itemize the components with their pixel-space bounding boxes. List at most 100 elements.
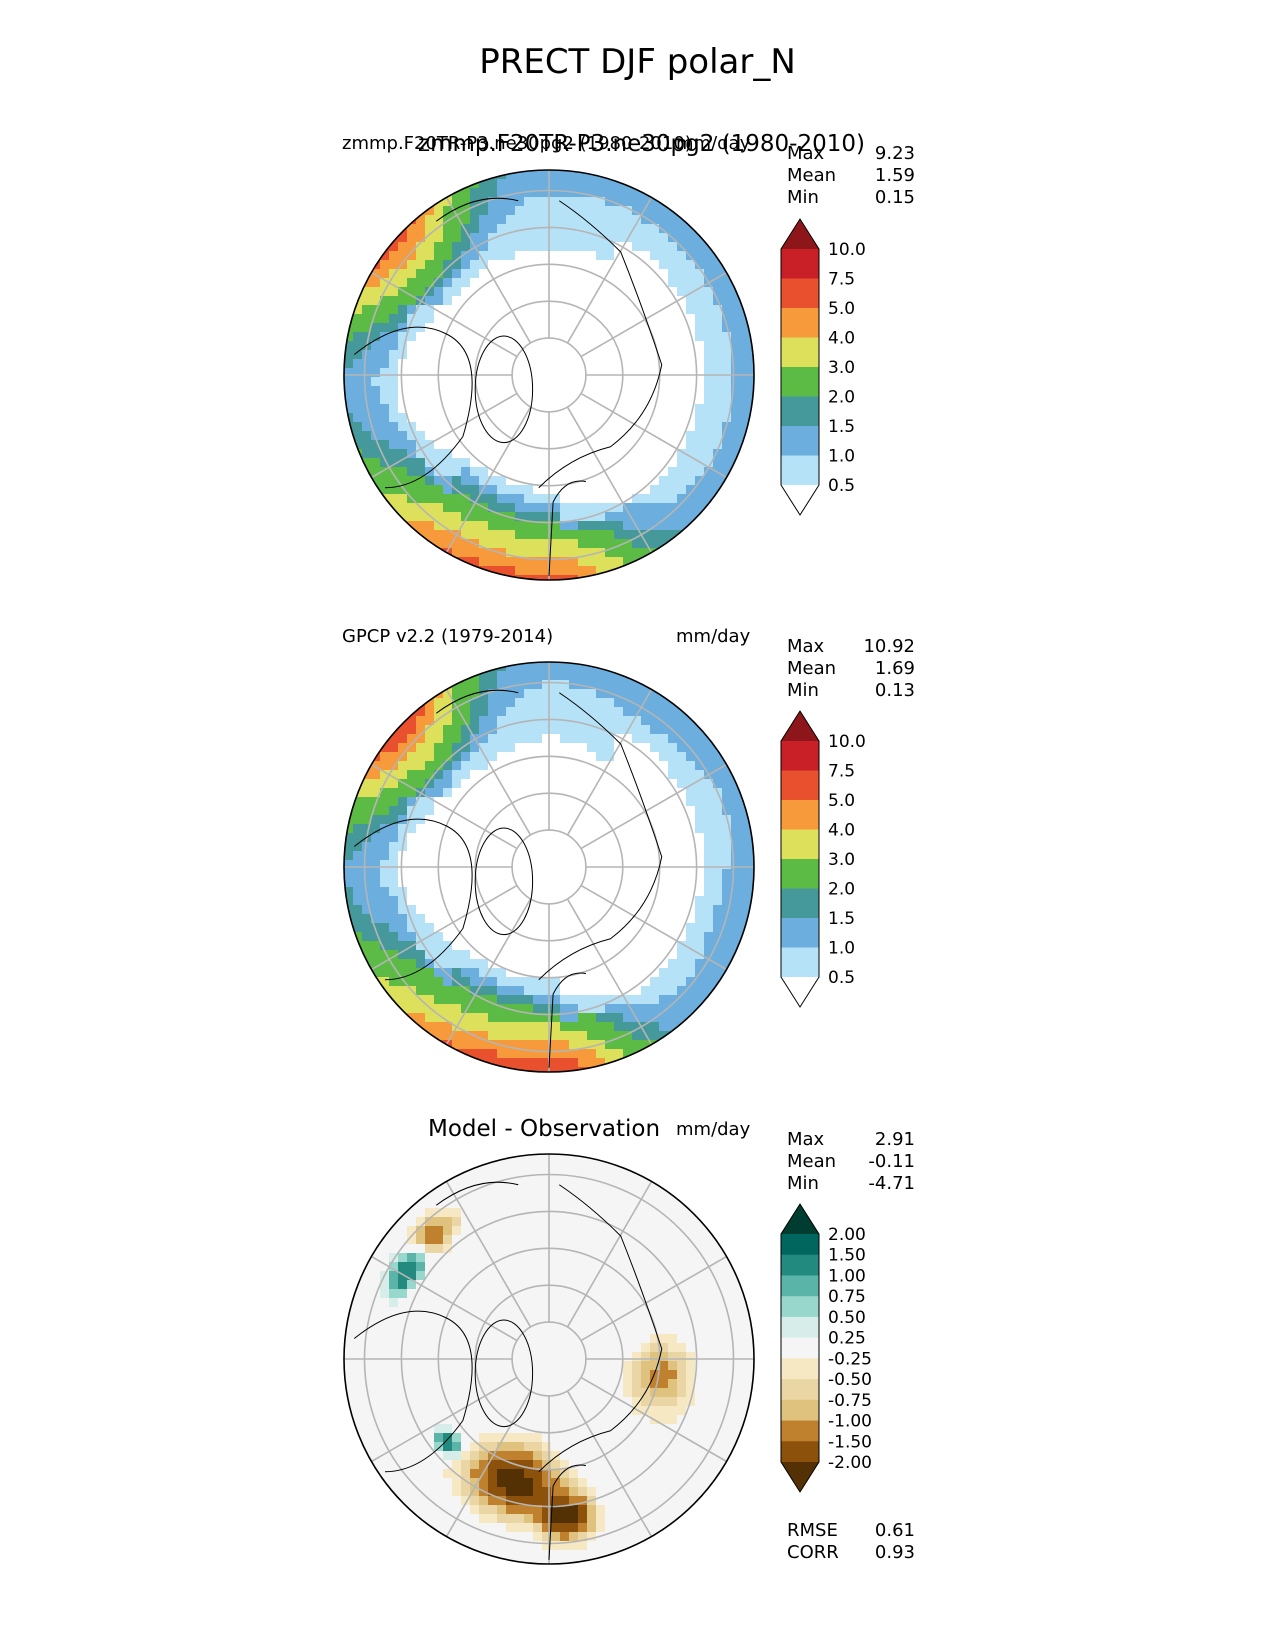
- field-cell: [551, 548, 561, 558]
- field-cell: [587, 1049, 597, 1059]
- field-cell: [740, 359, 750, 369]
- field-cell: [632, 959, 642, 969]
- field-cell: [434, 1442, 444, 1452]
- field-cell: [623, 1361, 633, 1371]
- field-cell: [668, 368, 678, 378]
- field-cell: [389, 1280, 399, 1290]
- field-cell: [614, 485, 624, 495]
- field-cell: [578, 1271, 588, 1281]
- field-cell: [524, 1031, 534, 1041]
- field-cell: [623, 1049, 633, 1059]
- field-cell: [398, 1325, 408, 1335]
- field-cell: [488, 806, 498, 816]
- field-cell: [650, 869, 660, 879]
- field-cell: [515, 779, 525, 789]
- field-cell: [533, 1289, 543, 1299]
- field-cell: [551, 833, 561, 843]
- field-cell: [551, 350, 561, 360]
- field-cell: [668, 530, 678, 540]
- field-cell: [632, 503, 642, 513]
- field-cell: [524, 188, 534, 198]
- field-cell: [452, 341, 462, 351]
- field-cell: [389, 359, 399, 369]
- field-cell: [443, 1289, 453, 1299]
- field-cell: [578, 269, 588, 279]
- coastline-eurasia: [538, 200, 663, 489]
- field-cell: [587, 905, 597, 915]
- field-cell: [722, 413, 732, 423]
- field-cell: [632, 986, 642, 996]
- field-cell: [623, 1022, 633, 1032]
- field-cell: [713, 806, 723, 816]
- field-cell: [587, 440, 597, 450]
- field-cell: [677, 476, 687, 486]
- field-cell: [362, 896, 372, 906]
- field-cell: [623, 395, 633, 405]
- field-cell: [524, 1253, 534, 1263]
- field-cell: [596, 752, 606, 762]
- field-cell: [713, 305, 723, 315]
- field-cell: [371, 1433, 381, 1443]
- field-cell: [443, 431, 453, 441]
- field-cell: [407, 887, 417, 897]
- field-cell: [524, 422, 534, 432]
- field-cell: [668, 1433, 678, 1443]
- field-cell: [713, 860, 723, 870]
- field-cell: [650, 1199, 660, 1209]
- field-cell: [650, 206, 660, 216]
- field-cell: [695, 1343, 705, 1353]
- field-cell: [677, 851, 687, 861]
- field-cell: [569, 1058, 579, 1068]
- field-cell: [425, 1262, 435, 1272]
- field-cell: [398, 743, 408, 753]
- field-cell: [452, 806, 462, 816]
- field-cell: [443, 1298, 453, 1308]
- field-cell: [452, 1235, 462, 1245]
- field-cell: [416, 251, 426, 261]
- field-cell: [380, 743, 390, 753]
- field-cell: [443, 698, 453, 708]
- field-cell: [497, 368, 507, 378]
- field-cell: [470, 680, 480, 690]
- field-cell: [632, 512, 642, 522]
- field-cell: [506, 242, 516, 252]
- field-cell: [650, 1226, 660, 1236]
- field-cell: [686, 788, 696, 798]
- field-cell: [578, 233, 588, 243]
- field-cell: [542, 941, 552, 951]
- field-cell: [614, 986, 624, 996]
- field-cell: [470, 761, 480, 771]
- field-cell: [713, 1289, 723, 1299]
- field-cell: [524, 269, 534, 279]
- field-cell: [515, 1460, 525, 1470]
- field-cell: [650, 1271, 660, 1281]
- field-cell: [695, 287, 705, 297]
- field-cell: [641, 206, 651, 216]
- field-cell: [362, 1307, 372, 1317]
- field-cell: [614, 494, 624, 504]
- field-cell: [686, 1208, 696, 1218]
- field-cell: [389, 278, 399, 288]
- field-cell: [398, 977, 408, 987]
- field-cell: [461, 1379, 471, 1389]
- field-cell: [524, 878, 534, 888]
- coastline-alaska: [435, 689, 519, 714]
- field-cell: [551, 503, 561, 513]
- field-cell: [497, 1163, 507, 1173]
- field-cell: [569, 278, 579, 288]
- field-cell: [659, 977, 669, 987]
- field-cell: [488, 1040, 498, 1050]
- field-cell: [551, 224, 561, 234]
- field-cell: [686, 1289, 696, 1299]
- field-cell: [605, 386, 615, 396]
- field-cell: [416, 1397, 426, 1407]
- field-cell: [686, 1262, 696, 1272]
- field-cell: [506, 170, 516, 180]
- field-cell: [623, 698, 633, 708]
- field-cell: [380, 350, 390, 360]
- field-cell: [488, 1190, 498, 1200]
- field-cell: [470, 959, 480, 969]
- field-cell: [488, 923, 498, 933]
- field-cell: [650, 449, 660, 459]
- field-cell: [443, 1262, 453, 1272]
